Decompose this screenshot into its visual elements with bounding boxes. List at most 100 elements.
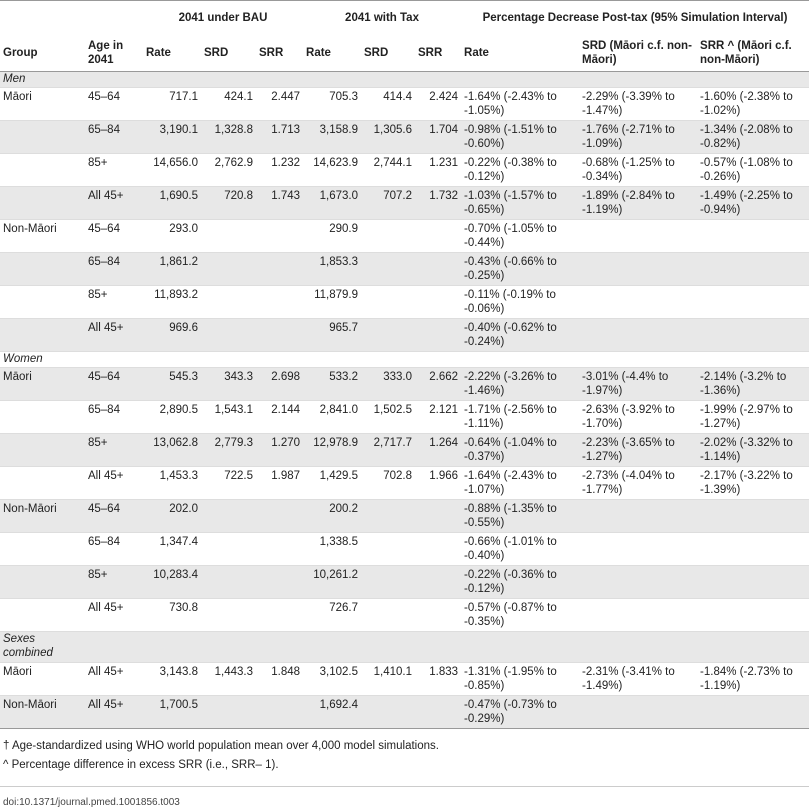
table-cell-age: 65–84 bbox=[85, 252, 143, 286]
table-row: 85+ 13,062.8 2,779.3 1.270 12,978.9 2,717.7 1.… bbox=[0, 433, 809, 467]
table-cell-age: 85+ bbox=[85, 433, 143, 467]
table-cell-pct-rate: -1.64% (-2.43% to -1.05%) bbox=[461, 87, 580, 121]
table-cell-tax-rate: 3,102.5 bbox=[303, 662, 362, 696]
header-tax-srd: SRD bbox=[361, 35, 416, 72]
table-row: Māori 45–64 717.1 424.1 2.447 705.3 414.4 2.424… bbox=[0, 87, 809, 121]
table-cell-pct-srd: -2.73% (-4.04% to -1.77%) bbox=[579, 466, 698, 500]
table-cell-bau-srr bbox=[256, 532, 304, 566]
table-cell-age: All 45+ bbox=[85, 318, 143, 352]
table-cell-pct-rate: -2.22% (-3.26% to -1.46%) bbox=[461, 367, 580, 401]
table-cell-group: Non-Māori bbox=[0, 499, 85, 533]
table-cell-group bbox=[0, 285, 85, 319]
table-cell-tax-srd bbox=[361, 252, 416, 286]
table-cell-bau-srd: 1,443.3 bbox=[201, 662, 256, 696]
table-row: 65–84 3,190.1 1,328.8 1.713 3,158.9 1,305.6 1.… bbox=[0, 120, 809, 154]
table-cell-pct-srd bbox=[579, 285, 698, 319]
header-pct-rate: Rate bbox=[461, 35, 580, 72]
table-cell-pct-srr: -2.17% (-3.22% to -1.39%) bbox=[697, 466, 809, 500]
table-cell-pct-srr: -0.57% (-1.08% to -0.26%) bbox=[697, 153, 809, 187]
table-cell-tax-srr bbox=[415, 565, 462, 599]
doi-link[interactable]: doi:10.1371/journal.pmed.1001856.t003 bbox=[0, 786, 809, 808]
table-cell-tax-rate: 1,853.3 bbox=[303, 252, 362, 286]
table-cell-pct-srr bbox=[697, 598, 809, 632]
table-cell-tax-rate: 1,673.0 bbox=[303, 186, 362, 220]
table-cell-group bbox=[0, 466, 85, 500]
table-cell-group bbox=[0, 433, 85, 467]
table-cell-tax-srd: 1,305.6 bbox=[361, 120, 416, 154]
table-cell-tax-srd bbox=[361, 285, 416, 319]
table-cell-tax-srr: 1.704 bbox=[415, 120, 462, 154]
table-cell-tax-srd: 1,410.1 bbox=[361, 662, 416, 696]
table-cell-tax-srr bbox=[415, 499, 462, 533]
table-cell-age: 65–84 bbox=[85, 400, 143, 434]
table-cell-pct-rate: -0.47% (-0.73% to -0.29%) bbox=[461, 695, 580, 729]
table-row: 85+ 10,283.4 10,261.2 -0.22% (-0.36% to -0.… bbox=[0, 565, 809, 599]
table-cell-tax-srr: 2.662 bbox=[415, 367, 462, 401]
header-pct-srr: SRR ^ (Māori c.f. non-Māori) bbox=[697, 35, 809, 72]
table-cell-tax-srr bbox=[415, 219, 462, 253]
table-cell-group bbox=[0, 598, 85, 632]
table-cell-pct-rate: -0.11% (-0.19% to -0.06%) bbox=[461, 285, 580, 319]
table-cell-bau-srd: 1,543.1 bbox=[201, 400, 256, 434]
table-cell-group: Non-Māori bbox=[0, 695, 85, 729]
table-cell-tax-srr: 1.264 bbox=[415, 433, 462, 467]
header-bau: 2041 under BAU bbox=[143, 0, 304, 35]
table-cell-bau-srr bbox=[256, 285, 304, 319]
table-cell-pct-srd bbox=[579, 499, 698, 533]
table-cell-pct-rate: -1.64% (-2.43% to -1.07%) bbox=[461, 466, 580, 500]
table-cell-bau-srr bbox=[256, 318, 304, 352]
header-tax-rate: Rate bbox=[303, 35, 362, 72]
table-cell-tax-rate: 3,158.9 bbox=[303, 120, 362, 154]
header-tax: 2041 with Tax bbox=[303, 0, 462, 35]
table-cell-pct-rate: -0.22% (-0.36% to -0.12%) bbox=[461, 565, 580, 599]
header-tax-srr: SRR bbox=[415, 35, 462, 72]
table-row: Non-Māori 45–64 293.0 290.9 -0.70% (-1.05% t… bbox=[0, 219, 809, 253]
table-cell-bau-rate: 13,062.8 bbox=[143, 433, 201, 467]
table-cell-bau-srd: 1,328.8 bbox=[201, 120, 256, 154]
table-cell-bau-rate: 3,143.8 bbox=[143, 662, 201, 696]
table-cell-age: All 45+ bbox=[85, 598, 143, 632]
results-table: 2041 under BAU 2041 with Tax Percentage … bbox=[0, 0, 809, 729]
table-cell-bau-srr: 1.848 bbox=[256, 662, 304, 696]
section-label: Men bbox=[0, 71, 809, 88]
table-cell-tax-rate: 10,261.2 bbox=[303, 565, 362, 599]
table-cell-pct-rate: -1.71% (-2.56% to -1.11%) bbox=[461, 400, 580, 434]
table-cell-tax-srd bbox=[361, 695, 416, 729]
header-spacer bbox=[85, 0, 143, 35]
header-pct: Percentage Decrease Post-tax (95% Simula… bbox=[461, 0, 809, 35]
table-cell-tax-srr bbox=[415, 532, 462, 566]
table-cell-age: 45–64 bbox=[85, 87, 143, 121]
table-cell-tax-srr: 1.966 bbox=[415, 466, 462, 500]
table-cell-age: 85+ bbox=[85, 565, 143, 599]
table-cell-tax-srr: 2.121 bbox=[415, 400, 462, 434]
table-cell-tax-srd: 2,717.7 bbox=[361, 433, 416, 467]
table-cell-tax-rate: 965.7 bbox=[303, 318, 362, 352]
table-cell-bau-rate: 10,283.4 bbox=[143, 565, 201, 599]
table-cell-group bbox=[0, 565, 85, 599]
table-cell-age: All 45+ bbox=[85, 186, 143, 220]
section-filler bbox=[85, 631, 809, 663]
table-cell-bau-srr bbox=[256, 499, 304, 533]
table-cell-bau-srd bbox=[201, 499, 256, 533]
table-cell-pct-rate: -0.40% (-0.62% to -0.24%) bbox=[461, 318, 580, 352]
table-cell-bau-srr: 1.987 bbox=[256, 466, 304, 500]
table-cell-pct-srr bbox=[697, 499, 809, 533]
table-cell-bau-srd bbox=[201, 532, 256, 566]
table-cell-bau-srd bbox=[201, 695, 256, 729]
table-cell-tax-srd: 414.4 bbox=[361, 87, 416, 121]
table-cell-bau-srd: 2,762.9 bbox=[201, 153, 256, 187]
table-cell-tax-srd bbox=[361, 532, 416, 566]
header-bau-srr: SRR bbox=[256, 35, 304, 72]
table-cell-pct-rate: -0.64% (-1.04% to -0.37%) bbox=[461, 433, 580, 467]
table-cell-pct-srd: -1.89% (-2.84% to -1.19%) bbox=[579, 186, 698, 220]
table-cell-bau-rate: 293.0 bbox=[143, 219, 201, 253]
table-cell-tax-srd bbox=[361, 499, 416, 533]
table-cell-bau-rate: 1,347.4 bbox=[143, 532, 201, 566]
table-row: 85+ 11,893.2 11,879.9 -0.11% (-0.19% to -0.… bbox=[0, 285, 809, 319]
table-cell-bau-rate: 11,893.2 bbox=[143, 285, 201, 319]
table-cell-tax-rate: 1,429.5 bbox=[303, 466, 362, 500]
table-cell-pct-srr: -1.49% (-2.25% to -0.94%) bbox=[697, 186, 809, 220]
table-cell-bau-srr bbox=[256, 565, 304, 599]
table-cell-pct-rate: -0.22% (-0.38% to -0.12%) bbox=[461, 153, 580, 187]
table-cell-bau-rate: 3,190.1 bbox=[143, 120, 201, 154]
